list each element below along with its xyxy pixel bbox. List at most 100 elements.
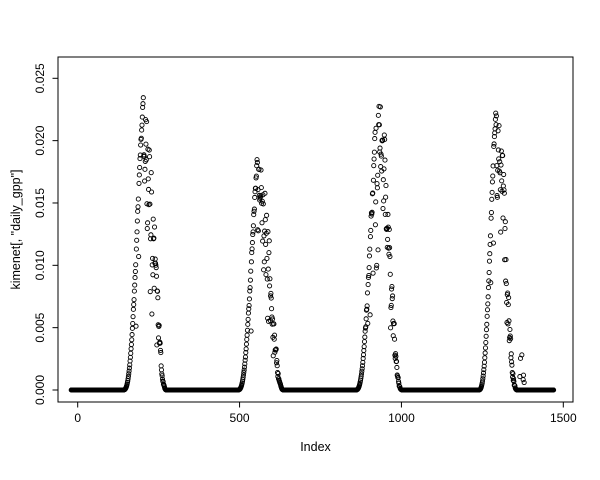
data-point: [381, 132, 387, 138]
data-point: [149, 189, 155, 195]
y-tick-label: 0.020: [33, 125, 47, 155]
data-point: [370, 177, 376, 183]
data-point: [264, 255, 270, 262]
data-point: [364, 290, 371, 296]
data-point: [551, 387, 557, 393]
data-point: [138, 135, 144, 141]
data-point: [264, 276, 270, 282]
data-point: [377, 145, 383, 151]
data-point: [501, 171, 507, 178]
data-point: [261, 267, 267, 273]
data-point: [374, 185, 380, 191]
data-point: [377, 104, 383, 110]
data-point: [506, 318, 512, 324]
x-axis-label: Index: [300, 440, 331, 454]
data-point: [388, 325, 394, 331]
data-point: [130, 321, 136, 327]
data-point: [370, 270, 376, 276]
data-point: [270, 316, 276, 322]
data-point: [389, 296, 395, 302]
data-point: [365, 282, 371, 288]
data-point: [127, 358, 133, 364]
data-point: [275, 370, 281, 377]
data-point: [485, 301, 491, 307]
data-point: [271, 332, 278, 338]
data-point: [382, 157, 388, 163]
data-point: [373, 199, 379, 205]
data-point: [246, 306, 252, 312]
data-point: [158, 350, 164, 356]
data-point: [369, 211, 375, 217]
data-point: [250, 223, 256, 229]
data-point: [245, 316, 251, 322]
data-point: [380, 177, 386, 183]
data-point: [244, 336, 250, 343]
data-point: [130, 314, 136, 320]
x-tick-label: 0: [74, 411, 81, 425]
data-point: [253, 173, 259, 179]
data-point: [128, 341, 134, 348]
data-point: [133, 323, 139, 329]
data-point: [240, 374, 246, 380]
data-point: [267, 276, 273, 282]
data-point: [243, 346, 249, 352]
data-point: [371, 163, 377, 169]
data-point: [378, 153, 384, 159]
data-point: [371, 149, 377, 155]
data-point: [131, 302, 137, 308]
data-point: [367, 246, 373, 252]
data-point: [135, 196, 141, 202]
data-point: [489, 196, 495, 202]
data-point: [508, 336, 514, 342]
data-point: [369, 209, 375, 215]
data-point: [383, 194, 389, 200]
data-point: [387, 245, 393, 251]
data-point: [251, 208, 257, 214]
data-point: [248, 328, 254, 334]
data-point: [267, 283, 273, 289]
data-point: [503, 257, 509, 263]
data-point: [148, 232, 154, 238]
data-point: [488, 280, 494, 286]
data-point: [501, 190, 507, 196]
data-point: [482, 355, 488, 361]
data-point: [375, 247, 381, 253]
x-tick-label: 1000: [388, 411, 415, 425]
data-point: [365, 274, 372, 281]
data-point: [366, 273, 372, 279]
data-point: [260, 201, 266, 207]
data-point: [240, 372, 247, 378]
data-point: [157, 340, 163, 346]
data-point: [259, 198, 265, 204]
data-point: [387, 253, 393, 260]
data-point: [129, 337, 135, 343]
data-point: [519, 352, 525, 358]
data-point: [144, 119, 150, 125]
data-point: [132, 268, 138, 275]
data-point: [155, 335, 162, 341]
x-axis: 0 500 1000 1500: [74, 402, 577, 425]
data-point: [366, 253, 372, 259]
data-point: [131, 288, 137, 294]
data-point: [388, 302, 394, 308]
data-point: [146, 147, 152, 153]
data-point: [247, 288, 253, 294]
data-point: [508, 351, 514, 357]
data-point: [393, 351, 399, 357]
data-point: [142, 178, 148, 184]
data-point: [359, 368, 365, 374]
data-point: [358, 371, 365, 377]
data-point: [392, 336, 398, 342]
data-point: [390, 293, 396, 299]
data-point: [391, 321, 397, 327]
data-point: [266, 250, 272, 256]
data-point: [490, 240, 496, 246]
data-point: [129, 332, 135, 338]
data-point: [134, 218, 140, 224]
data-point: [500, 215, 506, 221]
data-point: [489, 179, 495, 185]
data-point: [484, 307, 491, 313]
data-point: [498, 229, 504, 235]
data-point: [361, 344, 367, 350]
